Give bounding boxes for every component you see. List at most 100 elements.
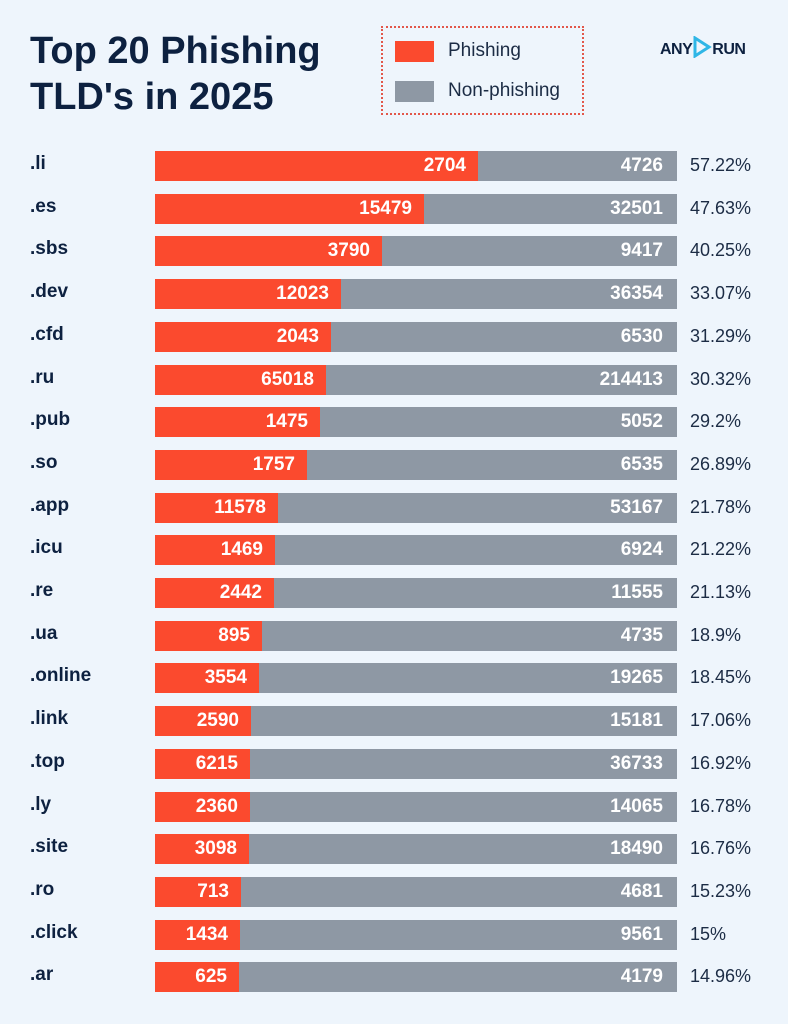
category-label: .ro: [30, 878, 55, 900]
bar-non-phishing: 3098 18490: [155, 834, 677, 865]
legend-label: Non-phishing: [448, 80, 560, 101]
category-label: .li: [30, 153, 46, 174]
bar-non-phishing: 3790 9417: [155, 236, 677, 267]
bar-row: .ro 713 4681 15.23%: [0, 876, 788, 907]
percentage-label: 31.29%: [690, 325, 752, 346]
category-label: .online: [30, 665, 92, 687]
percentage-label: 21.13%: [690, 582, 752, 602]
non-phishing-value-label: 4726: [620, 155, 663, 176]
percentage-label: 21.78%: [690, 496, 752, 517]
percentage-label: 14.96%: [690, 966, 752, 987]
bar-phishing: [155, 578, 274, 608]
legend-swatch-non-phishing: [395, 80, 434, 102]
bar-row: .re 2442 11555 21.13%: [0, 578, 788, 608]
title-line-2: TLD's in 2025: [30, 76, 274, 118]
category-label: .ua: [30, 622, 58, 644]
bar-row: .link 2590 15181 17.06%: [0, 706, 788, 737]
percentage-label: 17.06%: [690, 710, 752, 731]
non-phishing-value-label: 4681: [620, 880, 663, 902]
bar-non-phishing: 65018 214413: [155, 364, 677, 395]
bar-non-phishing: 713 4681: [155, 876, 677, 907]
bar-non-phishing: 1757 6535: [155, 449, 677, 480]
category-label: .top: [30, 750, 65, 772]
bar-phishing: [155, 151, 478, 181]
category-label: .re: [30, 580, 54, 601]
phishing-value-label: 3554: [204, 667, 247, 689]
phishing-value-label: 3790: [327, 240, 370, 262]
non-phishing-value-label: 9417: [620, 240, 663, 262]
bar-non-phishing: 15479 32501: [155, 193, 677, 224]
non-phishing-value-label: 18490: [610, 838, 663, 860]
non-phishing-value-label: 53167: [610, 496, 663, 518]
bar-row: .so 1757 6535 26.89%: [0, 449, 788, 480]
phishing-value-label: 2043: [276, 325, 319, 347]
bar-row: .site 3098 18490 16.76%: [0, 834, 788, 865]
bar-non-phishing: 2442 11555: [155, 578, 677, 608]
bar-row: .icu 1469 6924 21.22%: [0, 535, 788, 566]
phishing-value-label: 2590: [196, 710, 239, 732]
legend-item-non-phishing: Non-phishing: [395, 80, 560, 102]
phishing-value-label: 1757: [252, 453, 295, 475]
legend-label: Phishing: [448, 40, 521, 61]
phishing-value-label: 1475: [265, 411, 308, 433]
bar-phishing: [155, 364, 326, 395]
category-label: .icu: [30, 537, 63, 559]
anyrun-logo: ANY RUN: [660, 35, 746, 59]
legend-item-phishing: Phishing: [395, 40, 521, 62]
bar-phishing: [155, 876, 241, 907]
phishing-value-label: 65018: [261, 368, 314, 390]
bar-non-phishing: 895 4735: [155, 620, 677, 651]
bar-row: .app 11578 53167 21.78%: [0, 492, 788, 523]
category-label: .pub: [30, 409, 71, 431]
percentage-label: 29.2%: [690, 411, 742, 432]
phishing-value-label: 6215: [195, 752, 238, 774]
percentage-label: 33.07%: [690, 283, 752, 304]
bar-phishing: [155, 279, 341, 310]
bar-non-phishing: 2590 15181: [155, 706, 677, 737]
bar-row: .ru 65018 214413 30.32%: [0, 364, 788, 395]
bar-phishing: [155, 236, 382, 267]
bar-non-phishing: 2704 4726: [155, 151, 677, 181]
bar-phishing: [155, 663, 259, 694]
category-label: .dev: [30, 281, 69, 303]
category-label: .ly: [30, 793, 52, 815]
non-phishing-value-label: 214413: [599, 368, 663, 390]
bar-phishing: [155, 748, 250, 779]
bar-non-phishing: 12023 36354: [155, 279, 677, 310]
non-phishing-value-label: 6535: [620, 453, 663, 475]
percentage-label: 16.78%: [690, 795, 752, 816]
bar-phishing: [155, 407, 320, 438]
bar-non-phishing: 2043 6530: [155, 321, 677, 352]
category-label: .es: [30, 195, 57, 217]
non-phishing-value-label: 6530: [620, 325, 663, 347]
non-phishing-value-label: 6924: [620, 539, 663, 561]
non-phishing-value-label: 36733: [610, 752, 663, 774]
chart-title: Top 20 Phishing TLD's in 2025: [30, 28, 321, 120]
non-phishing-value-label: 4179: [620, 966, 663, 988]
bar-phishing: [155, 962, 239, 993]
percentage-label: 15%: [690, 923, 727, 944]
bar-row: .click 1434 9561 15%: [0, 919, 788, 950]
phishing-value-label: 12023: [276, 283, 329, 305]
percentage-label: 26.89%: [690, 453, 752, 474]
percentage-label: 21.22%: [690, 539, 752, 560]
title-line-1: Top 20 Phishing: [30, 30, 321, 72]
percentage-label: 16.92%: [690, 752, 752, 773]
phishing-value-label: 895: [218, 624, 250, 646]
category-label: .sbs: [30, 238, 69, 260]
phishing-value-label: 713: [197, 880, 229, 902]
bar-row: .li 2704 4726 57.22%: [0, 151, 788, 181]
percentage-label: 40.25%: [690, 240, 752, 261]
category-label: .click: [30, 921, 78, 943]
percentage-label: 15.23%: [690, 880, 752, 901]
bar-row: .dev 12023 36354 33.07%: [0, 279, 788, 310]
bar-non-phishing: 1434 9561: [155, 919, 677, 950]
bar-phishing: [155, 620, 262, 651]
phishing-value-label: 2442: [219, 582, 262, 603]
non-phishing-value-label: 19265: [610, 667, 663, 689]
bar-non-phishing: 625 4179: [155, 962, 677, 993]
phishing-value-label: 2704: [423, 155, 466, 176]
non-phishing-value-label: 11555: [611, 582, 663, 603]
phishing-value-label: 15479: [359, 197, 412, 219]
phishing-value-label: 1434: [185, 923, 228, 945]
